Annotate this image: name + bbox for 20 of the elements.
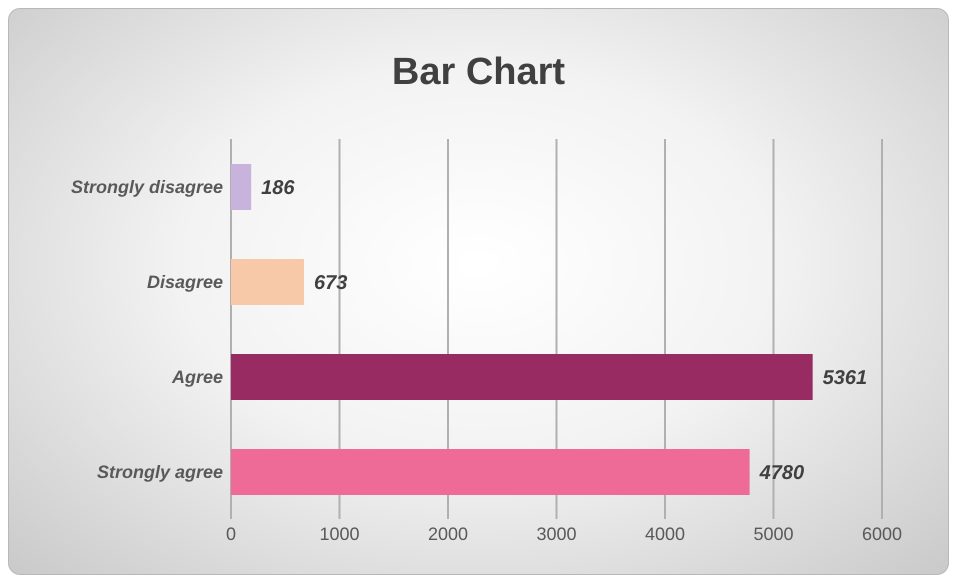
bar <box>231 259 304 305</box>
data-label: 186 <box>261 177 296 200</box>
y-tick-label: Disagree <box>146 272 223 292</box>
x-tick-label: 0 <box>226 524 236 544</box>
y-tick-label: Agree <box>170 366 223 387</box>
x-tick-label: 2000 <box>428 524 468 544</box>
x-tick-label: 6000 <box>862 524 902 544</box>
x-tick-label: 1000 <box>319 524 360 544</box>
bar <box>231 449 750 495</box>
data-label: 4780 <box>758 462 804 484</box>
x-tick-label: 5000 <box>753 524 794 544</box>
data-label: 5361 <box>822 367 868 390</box>
bar <box>231 164 252 210</box>
x-tick-label: 3000 <box>536 524 577 544</box>
chart-title: Bar Chart <box>390 50 566 95</box>
y-tick-label: Strongly disagree <box>70 176 223 197</box>
x-tick-label: 4000 <box>644 524 686 544</box>
data-label: 673 <box>314 272 348 294</box>
y-tick-label: Strongly agree <box>96 462 223 482</box>
bar <box>231 354 813 400</box>
